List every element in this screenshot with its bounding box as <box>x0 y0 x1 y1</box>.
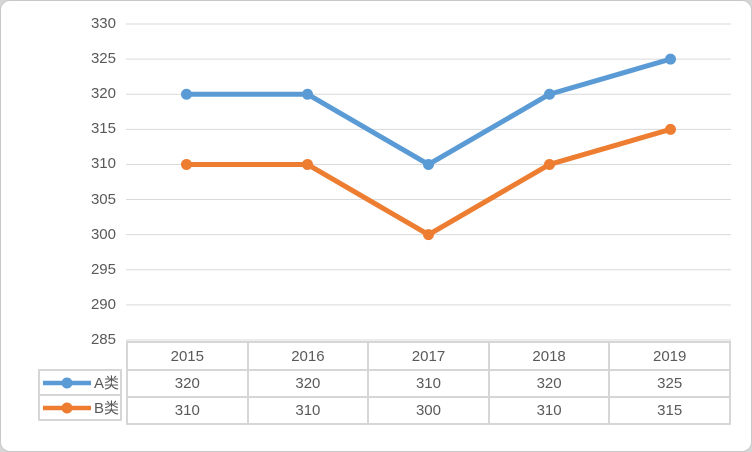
chart-legend: A类 B类 <box>38 369 122 421</box>
data-point-marker[interactable] <box>665 53 676 65</box>
value-cell: 310 <box>367 369 490 398</box>
value-cell: 320 <box>487 369 611 398</box>
legend-item-series-b[interactable]: B类 <box>38 394 122 421</box>
data-point-marker[interactable] <box>544 88 555 100</box>
y-axis-tick-label: 325 <box>90 50 116 68</box>
data-point-marker[interactable] <box>181 88 192 100</box>
data-point-marker[interactable] <box>423 158 434 170</box>
data-point-marker[interactable] <box>181 158 192 170</box>
value-cell: 325 <box>608 369 731 398</box>
value-cell: 310 <box>246 396 370 425</box>
y-axis-tick-label: 315 <box>90 120 116 138</box>
value-cell: 320 <box>126 369 249 398</box>
value-cell: 300 <box>367 396 490 425</box>
year-header-cell: 2015 <box>126 341 249 371</box>
series-a-legend-marker-icon <box>43 377 91 388</box>
year-header-cell: 2016 <box>246 341 370 371</box>
y-axis-tick-label: 285 <box>90 331 116 348</box>
chart-data-table: 2015 2016 2017 2018 2019 320 320 310 320… <box>126 341 731 425</box>
y-axis-tick-label: 305 <box>90 190 116 208</box>
y-axis-tick-label: 310 <box>90 155 116 173</box>
series-line-b[interactable] <box>184 126 673 238</box>
table-header-row: 2015 2016 2017 2018 2019 <box>126 341 731 371</box>
y-axis-tick-label: 320 <box>90 85 116 103</box>
table-row-series-a: 320 320 310 320 325 <box>126 369 731 398</box>
value-cell: 315 <box>608 396 731 425</box>
data-point-marker[interactable] <box>544 158 555 170</box>
data-point-marker[interactable] <box>302 158 313 170</box>
data-point-marker[interactable] <box>302 88 313 100</box>
y-axis-tick-label: 295 <box>90 260 116 278</box>
value-cell: 320 <box>246 369 370 398</box>
data-point-marker[interactable] <box>665 123 676 135</box>
y-axis-tick-label: 290 <box>90 295 116 313</box>
series-a-label: A类 <box>94 375 120 392</box>
year-header-cell: 2019 <box>608 341 731 371</box>
y-axis-tick-label: 300 <box>90 225 116 243</box>
year-header-cell: 2017 <box>367 341 490 371</box>
value-cell: 310 <box>487 396 611 425</box>
year-header-cell: 2018 <box>487 341 611 371</box>
legend-item-series-a[interactable]: A类 <box>38 369 122 396</box>
data-point-marker[interactable] <box>423 229 434 241</box>
table-row-series-b: 310 310 300 310 315 <box>126 396 731 425</box>
y-axis-tick-label: 330 <box>90 15 116 32</box>
series-b-legend-marker-icon <box>43 402 91 413</box>
series-b-label: B类 <box>94 400 120 417</box>
value-cell: 310 <box>126 396 249 425</box>
